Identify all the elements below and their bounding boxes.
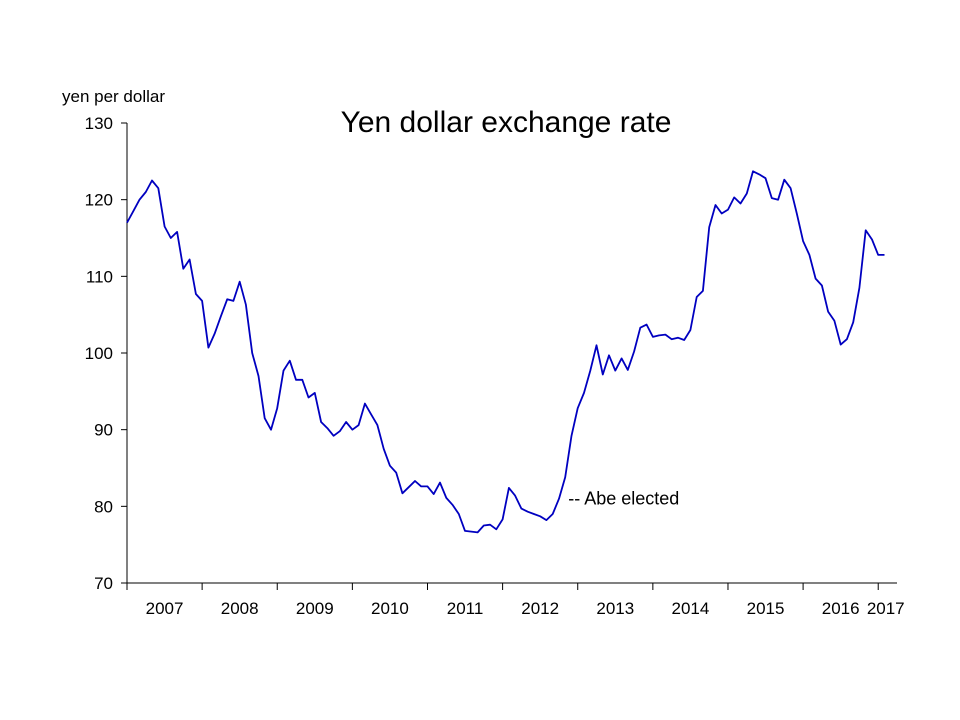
y-tick-label: 80: [94, 497, 113, 516]
y-tick-label: 120: [85, 191, 113, 210]
x-tick-label: 2012: [521, 599, 559, 618]
x-tick-label: 2011: [447, 599, 484, 618]
y-ticks: 70 80 90 100 110 120 130: [85, 114, 127, 593]
y-tick-label: 130: [85, 114, 113, 133]
chart-title: Yen dollar exchange rate: [341, 106, 672, 139]
x-tick-label: 2008: [221, 599, 259, 618]
y-tick-label: 70: [94, 574, 113, 593]
y-axis-label: yen per dollar: [62, 87, 165, 106]
x-tick-label: 2010: [371, 599, 409, 618]
x-tick-label: 2009: [296, 599, 334, 618]
x-tick-label: 2016: [822, 599, 860, 618]
y-tick-label: 100: [85, 344, 113, 363]
x-tick-label: 2015: [747, 599, 785, 618]
y-tick-label: 110: [86, 267, 113, 286]
x-tick-label: 2014: [672, 599, 710, 618]
x-tick-label: 2013: [596, 599, 634, 618]
series-line: [126, 170, 885, 534]
x-tick-label: 2017: [867, 599, 905, 618]
x-ticks: 2007 2008 2009 2010 2011 2012 2013 2014 2015 2016…: [126, 583, 905, 618]
annotation-abe-elected: -- Abe elected: [568, 489, 679, 509]
y-tick-label: 90: [94, 421, 113, 440]
x-tick-label: 2007: [146, 599, 184, 618]
